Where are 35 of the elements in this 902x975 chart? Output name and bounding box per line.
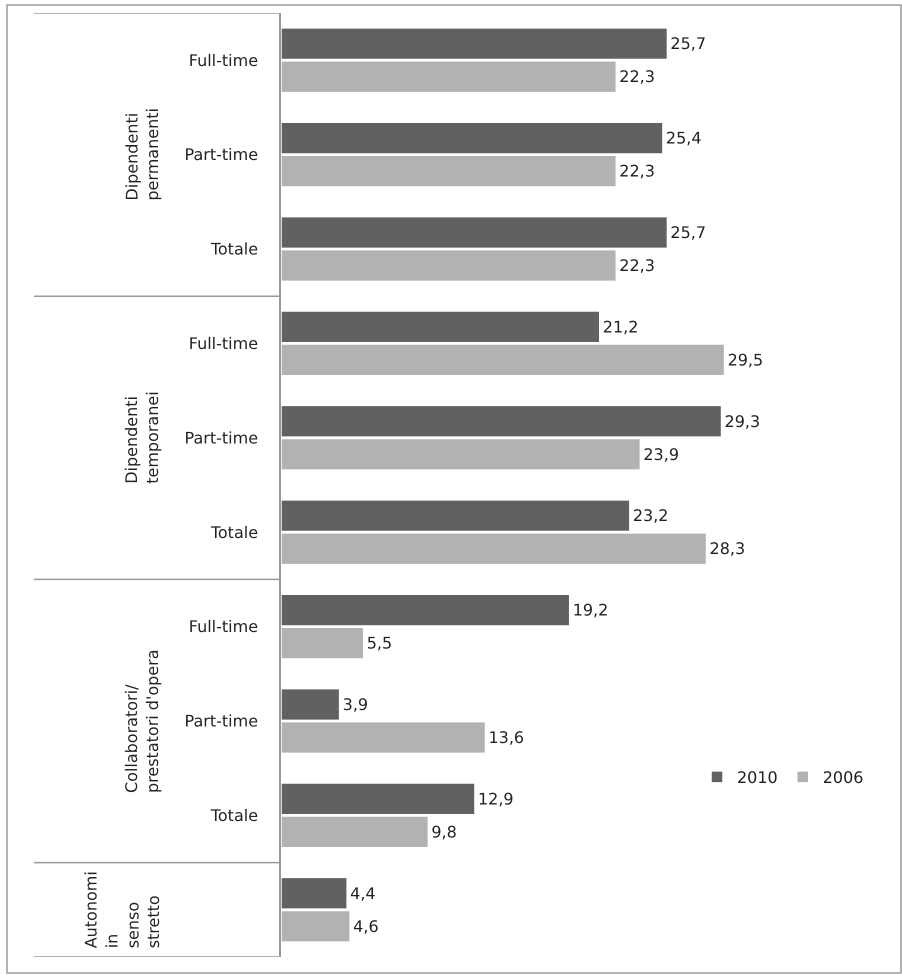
y-tick-label: Part-time <box>184 712 258 731</box>
data-label: 19,2 <box>572 600 608 620</box>
y-tick-label: Part-time <box>184 145 258 164</box>
data-label: 5,5 <box>366 634 392 653</box>
data-label: 25,7 <box>670 222 706 242</box>
text: Dipendenti permanenti <box>122 108 162 201</box>
data-label: 4,4 <box>350 884 376 903</box>
y-tick-label: Full-time <box>188 334 258 353</box>
data-label: 28,3 <box>710 539 746 558</box>
data-label: 23,9 <box>643 444 679 464</box>
data-label: 13,6 <box>488 728 524 748</box>
data-label: 29,3 <box>724 412 760 431</box>
data-label: 12,9 <box>478 789 514 808</box>
data-label: 3,9 <box>342 694 368 714</box>
text: Autonomi in senso stretto <box>82 871 164 948</box>
data-label: 22,3 <box>619 162 655 181</box>
text: Dipendenti temporanei <box>122 391 162 484</box>
y-tick-label: Totale <box>210 522 258 542</box>
data-label: 25,4 <box>666 128 702 148</box>
y-tick-label: Full-time <box>188 50 258 70</box>
data-label: 21,2 <box>602 317 638 336</box>
data-label: 9,8 <box>431 822 457 842</box>
data-label: 25,7 <box>670 34 706 54</box>
data-label: 23,2 <box>632 506 668 526</box>
y-tick-label: Full-time <box>188 617 258 636</box>
data-label: 22,3 <box>619 67 655 86</box>
y-tick-label: Totale <box>210 240 258 259</box>
text: Collaboratori/ prestatori d'opera <box>122 649 162 793</box>
data-label: 4,6 <box>353 916 379 936</box>
legend-label: 2010 <box>737 768 778 788</box>
data-label: 29,5 <box>728 350 764 370</box>
y-tick-label: Part-time <box>184 428 258 448</box>
y-tick-label: Totale <box>210 806 258 825</box>
legend-label: 2006 <box>822 768 864 788</box>
data-label: 22,3 <box>619 256 655 276</box>
